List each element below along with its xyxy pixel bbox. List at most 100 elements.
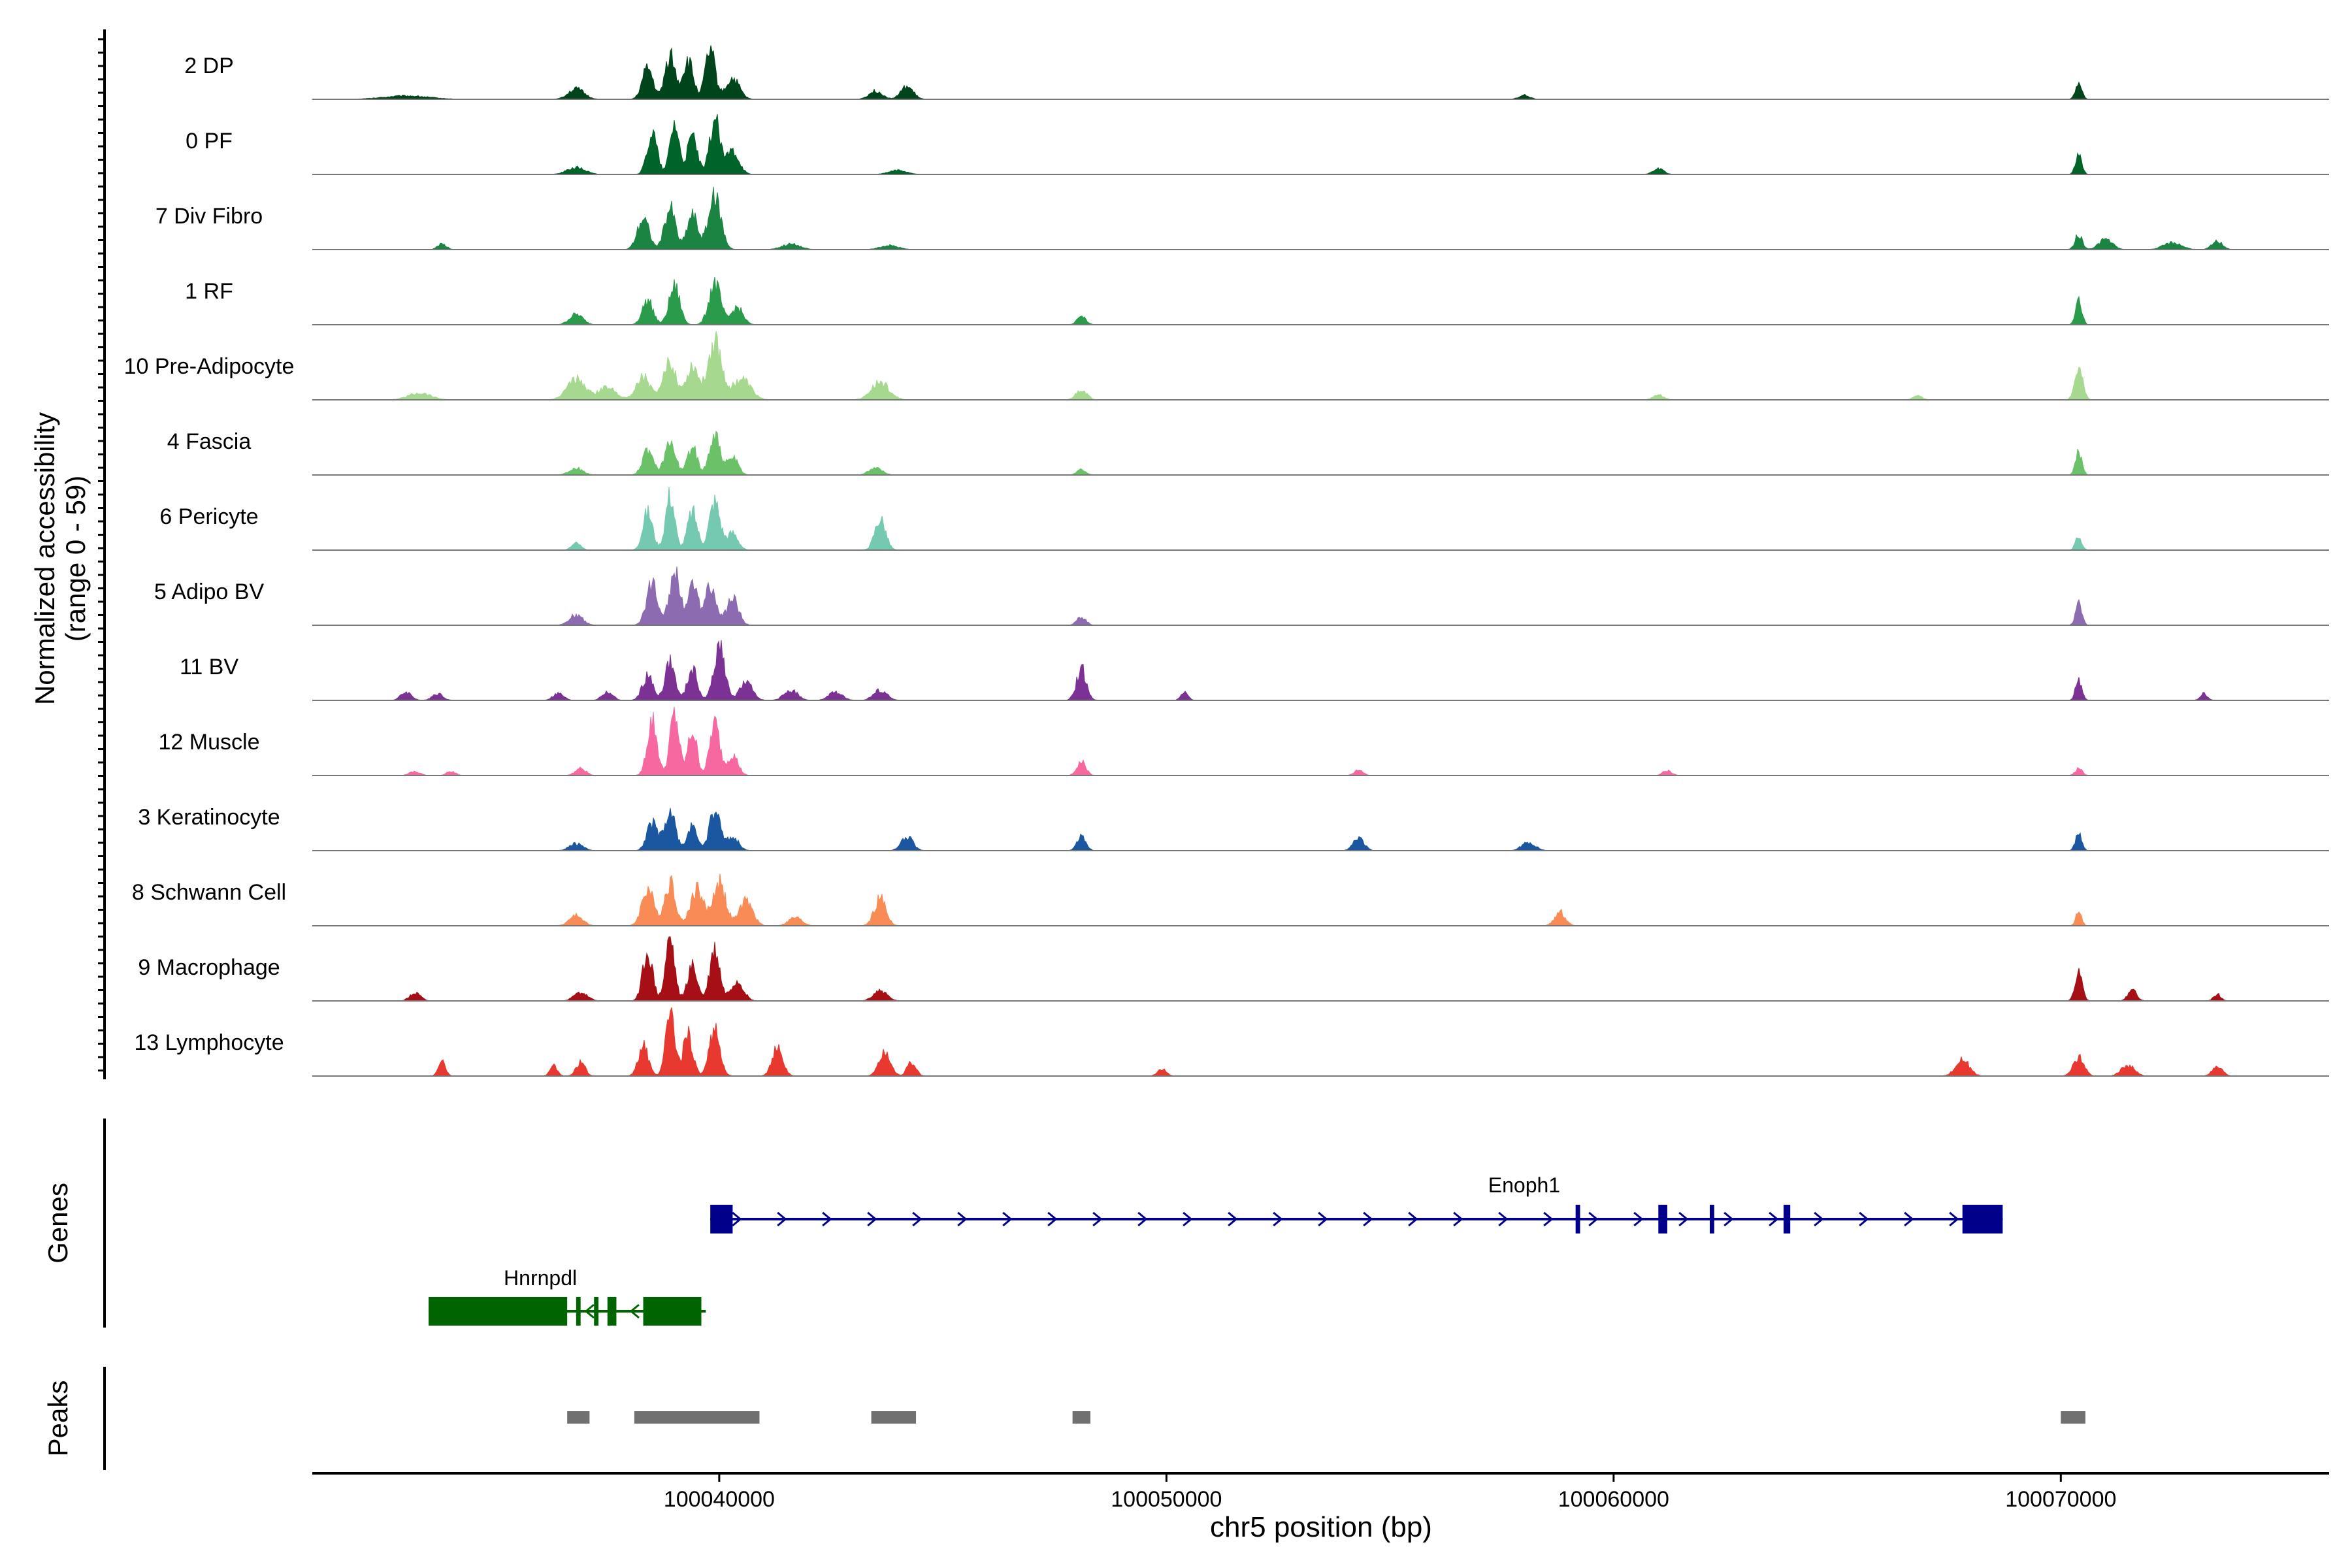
track: 5 Adipo BV xyxy=(154,566,2329,626)
track-label: 12 Muscle xyxy=(159,730,260,755)
x-tick-label: 100070000 xyxy=(2005,1487,2116,1512)
strand-arrow xyxy=(1228,1211,1238,1227)
gene-name: Hnrnpdl xyxy=(504,1266,577,1290)
x-tick-label: 100060000 xyxy=(1558,1487,1669,1512)
peak-region xyxy=(1072,1411,1090,1424)
track-label: 10 Pre-Adipocyte xyxy=(124,354,295,379)
track-area xyxy=(312,706,2329,776)
strand-arrow xyxy=(1814,1211,1824,1227)
track-label: 1 RF xyxy=(185,279,233,304)
gene-exon xyxy=(1658,1205,1667,1233)
strand-arrow xyxy=(867,1211,877,1227)
strand-arrow xyxy=(1904,1211,1914,1227)
track-area xyxy=(312,114,2329,175)
gene-exon xyxy=(643,1297,702,1326)
gene-exon xyxy=(607,1297,617,1326)
strand-arrow xyxy=(1949,1211,1959,1227)
peak-region xyxy=(871,1411,917,1424)
track: 9 Macrophage xyxy=(138,936,2329,1002)
track-area xyxy=(312,566,2329,626)
gene-exon xyxy=(428,1297,568,1326)
gene-exon xyxy=(1783,1205,1791,1233)
track-label: 9 Macrophage xyxy=(138,955,280,980)
strand-arrow xyxy=(1318,1211,1328,1227)
tracks-panel: 2 DP 0 PF 7 Div Fibro 1 RF 10 Pre-Adipocyte 4… xyxy=(124,45,2329,1077)
strand-arrow xyxy=(629,1303,640,1319)
strand-arrow xyxy=(1633,1211,1644,1227)
gene-exon xyxy=(1709,1205,1714,1233)
track: 8 Schwann Cell xyxy=(132,874,2329,926)
track: 12 Muscle xyxy=(159,706,2329,776)
genes-panel-title: Genes xyxy=(42,1183,73,1264)
x-tick-label: 100040000 xyxy=(664,1487,775,1512)
track-area xyxy=(312,487,2329,551)
strand-arrow xyxy=(1498,1211,1509,1227)
track-label: 7 Div Fibro xyxy=(155,204,263,229)
peaks-panel-title: Peaks xyxy=(42,1380,73,1457)
track: 11 BV xyxy=(180,640,2329,701)
strand-arrow xyxy=(1408,1211,1418,1227)
gene-exon xyxy=(594,1297,599,1326)
track: 2 DP xyxy=(184,45,2329,100)
strand-arrow xyxy=(1723,1211,1734,1227)
track: 6 Pericyte xyxy=(159,487,2329,551)
track-area xyxy=(312,936,2329,1002)
track-label: 4 Fascia xyxy=(167,429,252,454)
strand-arrow xyxy=(1047,1211,1058,1227)
x-axis: 100040000 100050000 100060000 100070000 xyxy=(664,1473,2116,1512)
strand-arrow xyxy=(1183,1211,1193,1227)
strand-arrow xyxy=(777,1211,787,1227)
strand-arrow xyxy=(1002,1211,1013,1227)
track-area xyxy=(312,276,2329,325)
strand-arrow xyxy=(1588,1211,1599,1227)
strand-arrow xyxy=(1363,1211,1373,1227)
strand-arrow xyxy=(1137,1211,1148,1227)
strand-arrow xyxy=(957,1211,968,1227)
track-area xyxy=(312,331,2329,400)
track: 4 Fascia xyxy=(167,429,2329,476)
track: 1 RF xyxy=(185,276,2329,325)
track-area xyxy=(312,874,2329,926)
strand-arrow xyxy=(1273,1211,1283,1227)
track-label: 8 Schwann Cell xyxy=(132,880,286,905)
strand-arrow xyxy=(822,1211,832,1227)
track: 7 Div Fibro xyxy=(155,186,2329,250)
track-label: 0 PF xyxy=(186,129,233,154)
track-label: 6 Pericyte xyxy=(159,504,258,529)
gene-model: Hnrnpdl xyxy=(428,1266,706,1326)
track: 13 Lymphocyte xyxy=(134,1007,2329,1077)
gene-exon xyxy=(710,1205,733,1233)
track-label: 11 BV xyxy=(180,655,238,679)
gene-model: Enoph1 xyxy=(710,1173,2003,1233)
track-area xyxy=(312,45,2329,100)
strand-arrow xyxy=(732,1211,742,1227)
peaks-panel xyxy=(567,1411,2085,1424)
track-label: 2 DP xyxy=(184,54,234,78)
strand-arrow xyxy=(912,1211,923,1227)
y-axis-title: Normalized accessibility xyxy=(29,412,60,705)
peak-region xyxy=(634,1411,760,1424)
strand-arrow xyxy=(1859,1211,1869,1227)
peak-region xyxy=(2061,1411,2085,1424)
track: 0 PF xyxy=(186,114,2329,175)
track-area xyxy=(312,1007,2329,1077)
track-area xyxy=(312,640,2329,701)
gene-name: Enoph1 xyxy=(1488,1173,1560,1197)
strand-arrow xyxy=(584,1303,595,1319)
track: 10 Pre-Adipocyte xyxy=(124,331,2329,400)
gene-exon xyxy=(1575,1205,1580,1233)
y-axis-range: (range 0 - 59) xyxy=(60,476,91,642)
strand-arrow xyxy=(1543,1211,1554,1227)
coverage-y-ticks xyxy=(98,38,105,1071)
strand-arrow xyxy=(1678,1211,1689,1227)
track-area xyxy=(312,431,2329,476)
track-label: 13 Lymphocyte xyxy=(134,1030,284,1055)
x-axis-title: chr5 position (bp) xyxy=(1210,1511,1432,1543)
track-area xyxy=(312,186,2329,250)
genes-panel: Enoph1 Hnrnpdl xyxy=(428,1173,2003,1326)
gene-exon xyxy=(576,1297,581,1326)
track: 3 Keratinocyte xyxy=(138,805,2329,851)
gene-exon xyxy=(1962,1205,2003,1233)
strand-arrow xyxy=(1092,1211,1103,1227)
